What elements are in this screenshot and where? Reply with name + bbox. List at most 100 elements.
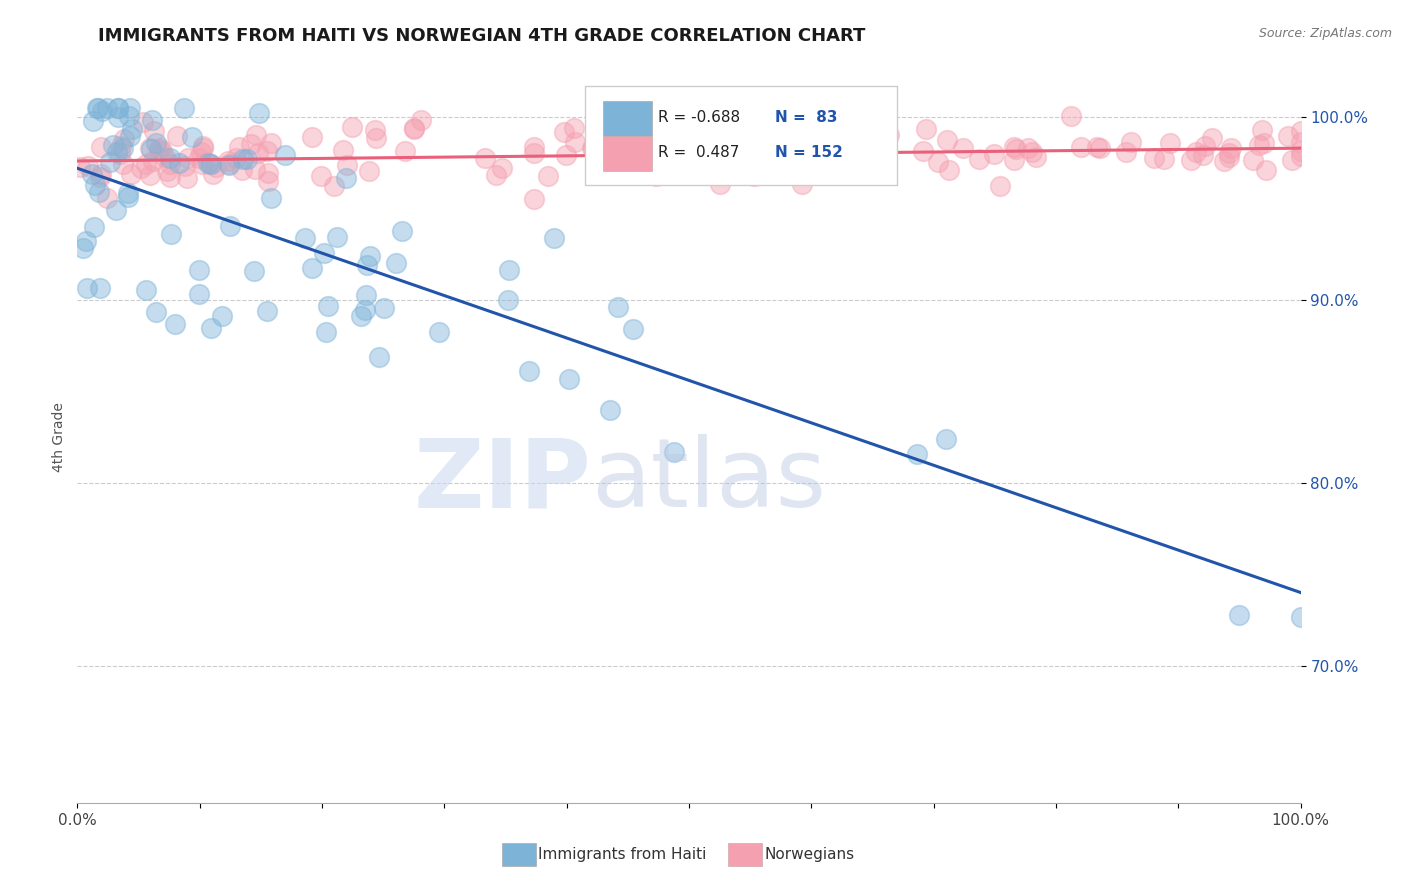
Point	[394, 144, 416, 158]
Point	[643, 133, 665, 147]
Point	[108, 146, 131, 161]
Point	[117, 186, 139, 200]
Point	[1002, 139, 1025, 153]
Point	[553, 125, 575, 139]
Point	[1180, 153, 1202, 167]
Point	[239, 136, 262, 151]
Point	[852, 130, 875, 145]
Point	[1289, 124, 1312, 138]
Point	[582, 141, 605, 155]
Point	[1191, 148, 1213, 162]
Point	[111, 157, 134, 171]
Point	[336, 158, 359, 172]
Point	[294, 231, 316, 245]
Point	[135, 157, 157, 171]
Point	[404, 121, 426, 136]
Point	[159, 156, 181, 170]
Text: R =  0.487: R = 0.487	[658, 145, 740, 160]
Point	[340, 120, 363, 135]
Point	[243, 162, 266, 177]
Point	[491, 161, 513, 175]
Point	[359, 164, 381, 178]
Point	[135, 283, 157, 297]
Point	[145, 136, 167, 150]
Point	[323, 179, 346, 194]
Point	[132, 115, 155, 129]
Point	[927, 154, 949, 169]
Point	[1247, 138, 1270, 153]
Point	[558, 372, 581, 386]
Point	[335, 171, 357, 186]
Point	[839, 166, 862, 180]
Point	[662, 445, 685, 459]
Point	[256, 304, 278, 318]
Point	[191, 140, 214, 154]
Point	[485, 168, 508, 182]
Point	[778, 142, 800, 156]
Point	[364, 122, 387, 136]
Point	[967, 152, 990, 166]
Point	[709, 177, 731, 191]
Point	[141, 112, 163, 127]
Point	[779, 152, 801, 166]
Point	[427, 325, 450, 339]
FancyBboxPatch shape	[502, 843, 536, 866]
Point	[1251, 123, 1274, 137]
Point	[107, 110, 129, 124]
Point	[665, 132, 688, 146]
Point	[912, 144, 935, 158]
Point	[1017, 141, 1039, 155]
Point	[69, 160, 91, 174]
Point	[111, 141, 134, 155]
Point	[176, 171, 198, 186]
Point	[260, 191, 283, 205]
Point	[645, 169, 668, 183]
Point	[159, 169, 181, 184]
Point	[368, 351, 391, 365]
Point	[523, 192, 546, 206]
Point	[411, 112, 433, 127]
Point	[1220, 140, 1243, 154]
Point	[243, 264, 266, 278]
Point	[197, 155, 219, 169]
Point	[824, 131, 846, 145]
Point	[225, 151, 247, 165]
Point	[245, 128, 267, 143]
Point	[110, 139, 132, 153]
Point	[676, 149, 699, 163]
Point	[90, 167, 112, 181]
Point	[799, 117, 821, 131]
Point	[155, 163, 177, 178]
Point	[1229, 607, 1251, 622]
Point	[1213, 154, 1236, 169]
Point	[1153, 152, 1175, 166]
Point	[581, 140, 603, 154]
Point	[702, 145, 724, 160]
Point	[1289, 144, 1312, 158]
Point	[1254, 162, 1277, 177]
Point	[101, 138, 124, 153]
Point	[1004, 142, 1026, 156]
Point	[498, 263, 520, 277]
Point	[356, 258, 378, 272]
Text: IMMIGRANTS FROM HAITI VS NORWEGIAN 4TH GRADE CORRELATION CHART: IMMIGRANTS FROM HAITI VS NORWEGIAN 4TH G…	[98, 27, 866, 45]
Point	[204, 160, 226, 174]
Point	[623, 145, 645, 160]
Point	[373, 301, 395, 315]
Text: Immigrants from Haiti: Immigrants from Haiti	[538, 847, 707, 862]
Point	[249, 106, 271, 120]
Point	[82, 114, 104, 128]
Point	[246, 146, 269, 161]
Point	[564, 121, 586, 136]
Point	[301, 260, 323, 275]
Point	[301, 130, 323, 145]
Point	[554, 148, 576, 162]
Point	[200, 321, 222, 335]
Point	[121, 167, 143, 181]
Point	[1060, 109, 1083, 123]
Point	[90, 139, 112, 153]
Text: N = 152: N = 152	[775, 145, 842, 160]
Point	[1088, 141, 1111, 155]
Point	[800, 143, 823, 157]
Point	[87, 185, 110, 199]
